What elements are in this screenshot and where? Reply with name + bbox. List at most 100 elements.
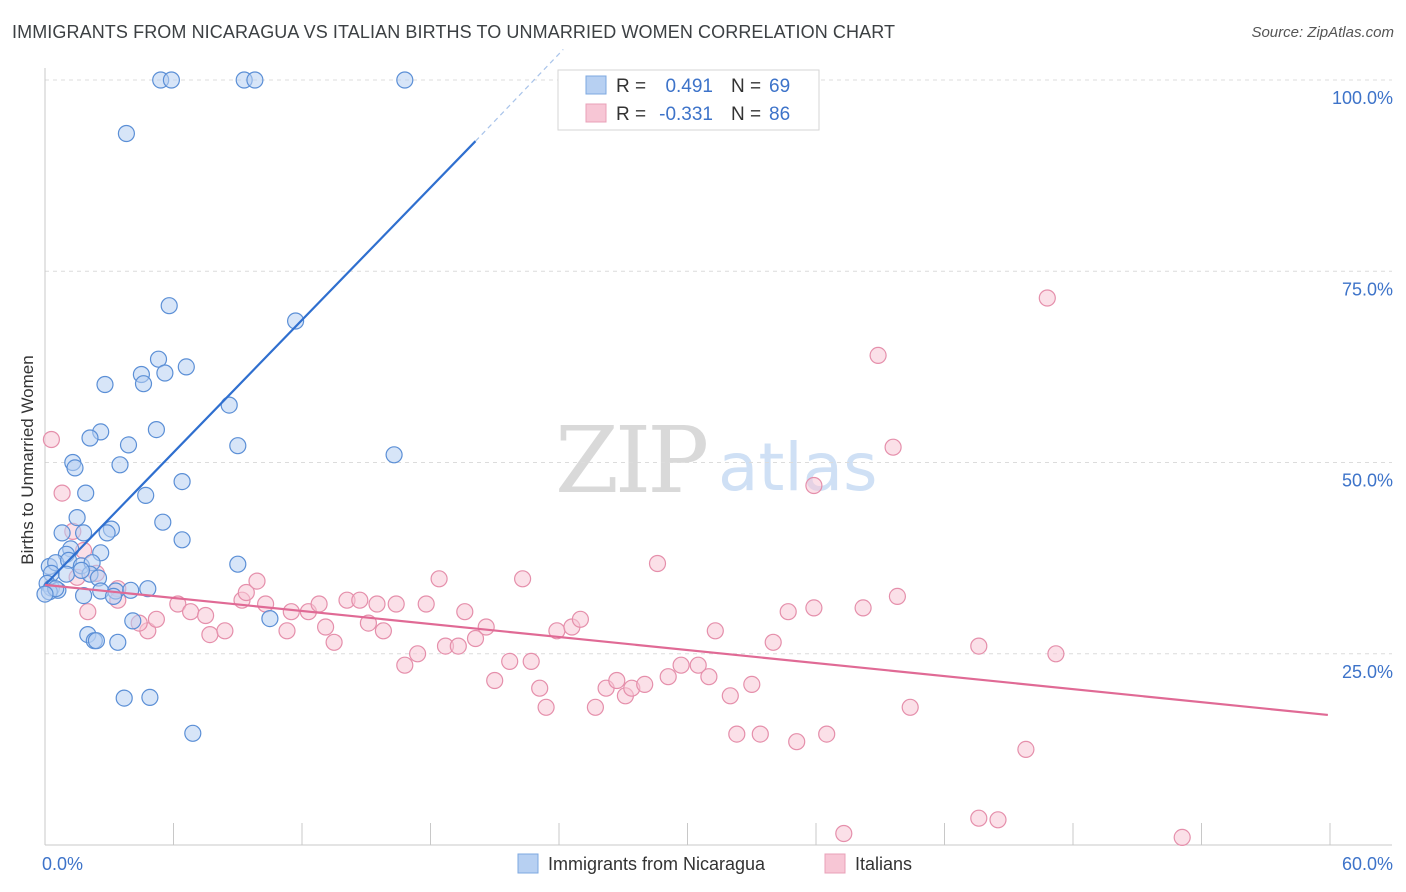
italians-point — [586, 698, 605, 716]
nicaragua-point — [124, 612, 142, 630]
axes — [44, 68, 1392, 846]
italians-point — [818, 725, 836, 743]
nicaragua-point — [287, 312, 305, 330]
italians-point — [278, 622, 296, 640]
italians-point — [805, 476, 823, 495]
nicaragua-point — [141, 688, 159, 707]
nicaragua-point — [149, 350, 168, 368]
italians-point — [396, 656, 414, 674]
nicaragua-point — [74, 524, 93, 542]
legend-swatch-pink — [585, 103, 607, 123]
italians-point — [571, 610, 590, 628]
italians-points — [42, 289, 1191, 847]
italians-point — [169, 595, 187, 613]
nicaragua-point — [53, 524, 71, 542]
nicaragua-point — [36, 585, 54, 603]
legend-r-value-1: 0.491 — [665, 76, 713, 97]
nicaragua-point — [77, 484, 95, 502]
nicaragua-point — [184, 724, 202, 742]
nicaragua-point — [68, 508, 86, 527]
nicaragua-point — [115, 689, 133, 707]
italians-point — [351, 591, 369, 609]
italians-point — [1017, 740, 1035, 759]
nicaragua-point — [229, 555, 247, 573]
nicaragua-point — [96, 375, 114, 394]
italians-point — [884, 438, 902, 456]
nicaragua-point — [162, 71, 180, 89]
nicaragua-trend-line — [44, 140, 477, 586]
source-label: Source: ZipAtlas.com — [1251, 24, 1394, 41]
y-tick-label: 75.0% — [1342, 279, 1393, 299]
nicaragua-point — [147, 421, 165, 439]
italians-point — [501, 652, 519, 671]
italians-point — [743, 675, 761, 694]
nicaragua-point — [98, 524, 116, 542]
nicaragua-point — [261, 609, 279, 628]
italians-point — [901, 698, 919, 716]
bottom-legend-swatch-pink — [824, 853, 846, 874]
nicaragua-point — [72, 561, 91, 580]
nicaragua-point — [137, 486, 155, 504]
italians-point — [79, 603, 97, 621]
chart-title: IMMIGRANTS FROM NICARAGUA VS ITALIAN BIR… — [12, 22, 896, 42]
nicaragua-trend-extension — [475, 48, 564, 142]
italians-point — [147, 610, 165, 628]
y-tick-label: 50.0% — [1342, 471, 1393, 491]
italians-point — [466, 629, 485, 648]
nicaragua-point — [81, 429, 99, 447]
y-tick-label: 25.0% — [1342, 662, 1393, 682]
nicaragua-point — [177, 358, 195, 376]
nicaragua-point — [156, 364, 174, 382]
nicaragua-point — [385, 446, 403, 464]
y-tick-labels: 25.0% 50.0% 75.0% 100.0% — [1332, 88, 1393, 682]
italians-point — [237, 583, 255, 602]
legend-n-value-1: 69 — [769, 76, 790, 97]
italians-point — [317, 618, 335, 636]
legend-n-label-2: N = — [731, 104, 761, 125]
italians-point — [201, 625, 219, 644]
nicaragua-point — [396, 71, 414, 89]
italians-point — [689, 656, 707, 674]
italians-point — [513, 570, 532, 588]
italians-point — [700, 668, 718, 686]
italians-point — [721, 687, 739, 705]
italians-point — [456, 603, 474, 621]
bottom-legend-label-pink: Italians — [855, 854, 912, 874]
legend-swatch-blue — [585, 75, 607, 95]
italians-point — [182, 603, 200, 621]
italians-point — [387, 595, 405, 613]
trend-lines — [44, 48, 1328, 717]
italians-point — [1047, 645, 1065, 663]
italians-point — [636, 675, 654, 694]
italians-point — [417, 595, 435, 613]
italians-point — [374, 622, 392, 640]
nicaragua-point — [246, 71, 264, 89]
legend-r-label-1: R = — [616, 76, 646, 97]
italians-point — [1173, 828, 1191, 847]
y-axis-label: Births to Unmarried Women — [18, 355, 37, 565]
italians-point — [1038, 289, 1056, 307]
nicaragua-point — [160, 297, 178, 315]
bottom-legend-label-blue: Immigrants from Nicaragua — [548, 854, 766, 874]
nicaragua-point — [173, 473, 191, 491]
nicaragua-point — [117, 124, 136, 143]
legend-r-label-2: R = — [616, 104, 646, 125]
nicaragua-point — [229, 437, 247, 455]
nicaragua-point — [66, 459, 84, 477]
italians-point — [310, 595, 328, 613]
y-tick-label: 100.0% — [1332, 88, 1393, 108]
nicaragua-point — [74, 586, 93, 605]
italians-point — [854, 599, 872, 617]
italians-point — [42, 430, 61, 449]
italians-point — [608, 671, 626, 690]
italians-point — [449, 637, 467, 655]
italians-point — [659, 668, 677, 686]
bottom-legend-swatch-blue — [517, 853, 539, 874]
watermark-zip: ZIP — [555, 407, 706, 514]
italians-point — [728, 725, 746, 743]
italians-point — [869, 346, 887, 364]
legend: R = 0.491 N = 69 R = -0.331 N = 86 — [557, 69, 820, 131]
x-tick-label-min: 0.0% — [42, 854, 83, 874]
italians-point — [835, 824, 853, 843]
